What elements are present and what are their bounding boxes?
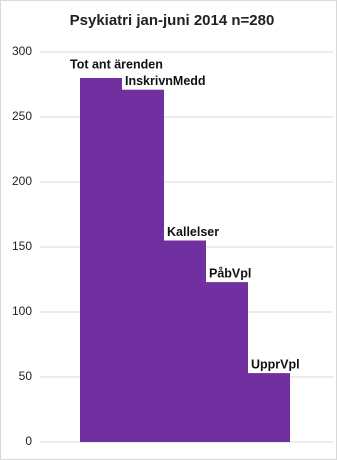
y-tick-label: 300 xyxy=(12,44,32,58)
category-label: Kallelser xyxy=(167,225,219,239)
bar xyxy=(206,282,248,442)
bar xyxy=(164,240,206,442)
bar xyxy=(80,78,122,442)
y-tick-label: 100 xyxy=(12,304,32,318)
bar xyxy=(248,373,290,442)
y-tick-label: 200 xyxy=(12,174,32,188)
bar xyxy=(122,89,164,442)
category-label: PåbVpl xyxy=(209,266,251,280)
category-label: Tot ant ärenden xyxy=(70,57,163,71)
y-tick-label: 150 xyxy=(12,239,32,253)
chart-title: Psykiatri jan-juni 2014 n=280 xyxy=(70,12,275,29)
y-tick-label: 0 xyxy=(25,434,32,448)
category-label: InskrivnMedd xyxy=(125,74,206,88)
category-label: UpprVpl xyxy=(251,357,300,371)
y-tick-label: 250 xyxy=(12,109,32,123)
y-tick-label: 50 xyxy=(19,369,33,383)
